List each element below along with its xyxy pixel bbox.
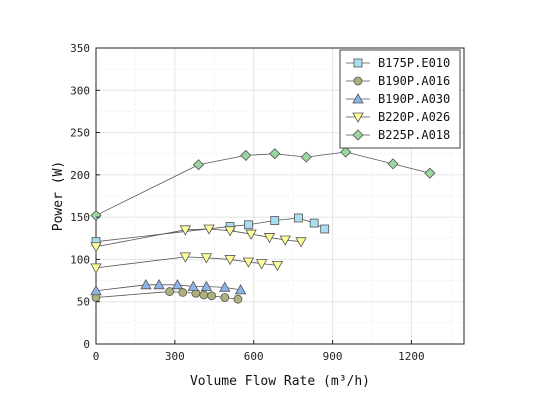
data-point <box>263 233 276 244</box>
legend-label: B190P.A016 <box>378 74 450 88</box>
data-point <box>224 226 236 237</box>
legend-label: B175P.E010 <box>378 56 450 70</box>
legend-marker <box>352 93 364 104</box>
y-tick-label: 150 <box>70 211 90 224</box>
series-line <box>95 151 430 216</box>
data-point <box>244 220 253 230</box>
plot-border <box>95 47 465 345</box>
data-point <box>245 229 257 240</box>
y-tick-label: 100 <box>70 253 90 266</box>
series-b220p-a026 <box>90 252 284 274</box>
data-point <box>309 218 319 228</box>
data-point <box>220 293 230 302</box>
y-tick-label: 350 <box>70 42 90 55</box>
x-tick-label: 600 <box>244 350 264 363</box>
series-b190p-a016 <box>91 287 243 304</box>
y-tick-label: 200 <box>70 169 90 182</box>
data-point <box>140 278 152 290</box>
data-point <box>179 252 192 263</box>
y-tick-label: 250 <box>70 127 90 140</box>
data-point <box>320 224 330 234</box>
legend-marker <box>352 112 364 123</box>
legend-label: B225P.A018 <box>378 128 450 142</box>
data-point <box>255 259 268 270</box>
data-point <box>90 263 102 274</box>
series-unlabeled-5 <box>90 224 307 253</box>
data-point <box>199 290 209 300</box>
series-b190p-a030 <box>90 278 247 296</box>
data-point <box>90 209 102 222</box>
legend-label: B220P.A026 <box>378 110 450 124</box>
data-point <box>424 167 436 179</box>
y-axis-title: Power (W) <box>51 161 66 231</box>
data-point <box>387 158 399 170</box>
legend-entry: B175P.E010 <box>346 56 450 70</box>
data-point <box>293 213 303 223</box>
data-point <box>240 149 252 161</box>
y-tick-label: 300 <box>70 84 90 97</box>
x-tick-label: 300 <box>165 350 185 363</box>
data-point <box>271 260 284 272</box>
plot-frame <box>95 47 465 345</box>
y-tick-label: 0 <box>83 338 90 351</box>
y-tick-label: 50 <box>77 296 90 309</box>
legend-entry: B220P.A026 <box>346 110 450 124</box>
legend-label: B190P.A030 <box>378 92 450 106</box>
data-point <box>200 280 213 291</box>
data-point <box>300 151 312 163</box>
data-point <box>207 291 217 301</box>
data-point <box>234 284 247 295</box>
series-b225p-a018 <box>90 146 436 222</box>
legend-entry: B190P.A030 <box>346 92 450 106</box>
data-point <box>269 148 281 160</box>
legend-marker <box>352 129 364 141</box>
axis-ticks: 0 300 600 900 1200 0 50 100 150 200 250 300 350 <box>70 42 425 363</box>
legend-entry: B225P.A018 <box>346 128 450 142</box>
data-point <box>165 287 175 296</box>
data-point <box>179 225 192 236</box>
data-point <box>90 242 102 253</box>
data-point <box>187 280 199 291</box>
data-point <box>178 288 188 297</box>
x-tick-label: 900 <box>323 350 343 363</box>
data-point <box>219 281 231 292</box>
data-point <box>279 235 291 246</box>
x-tick-label: 1200 <box>398 350 425 363</box>
data-point <box>171 278 184 290</box>
data-point <box>233 294 243 304</box>
data-point <box>270 216 280 225</box>
data-point <box>242 257 255 268</box>
data-point <box>153 278 165 290</box>
legend-marker <box>353 76 363 86</box>
data-point <box>192 159 205 171</box>
data-point <box>200 253 213 264</box>
data-point <box>90 284 102 296</box>
x-tick-label: 0 <box>93 350 100 363</box>
series-layer <box>90 146 436 304</box>
data-point <box>340 146 352 158</box>
x-axis-title: Volume Flow Rate (m³/h) <box>190 374 370 389</box>
legend-marker <box>353 58 363 68</box>
data-point <box>203 224 215 235</box>
data-point <box>224 255 236 266</box>
legend-entry: B190P.A016 <box>346 74 450 88</box>
legend: B175P.E010 B190P.A016 B190P.A030 B220P.A026… <box>339 49 461 149</box>
data-point <box>295 237 307 248</box>
